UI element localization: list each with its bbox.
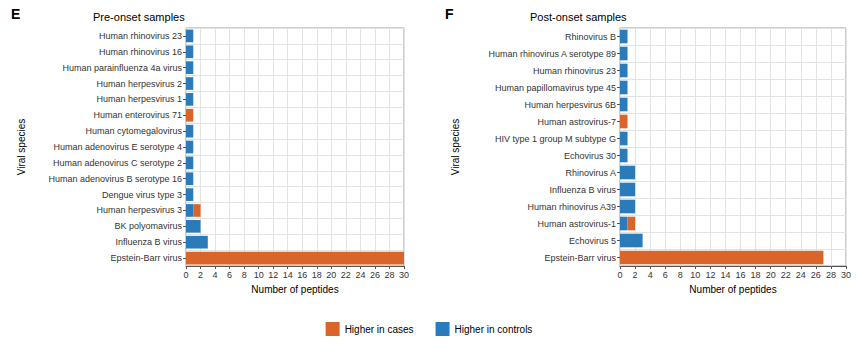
- svg-text:12: 12: [705, 270, 715, 280]
- svg-text:24: 24: [355, 270, 365, 280]
- svg-text:16: 16: [297, 270, 307, 280]
- svg-text:8: 8: [678, 270, 683, 280]
- svg-text:8: 8: [242, 270, 247, 280]
- svg-text:28: 28: [826, 270, 836, 280]
- svg-text:2: 2: [198, 270, 203, 280]
- svg-text:Human herpesvirus 6B: Human herpesvirus 6B: [524, 100, 616, 110]
- svg-text:0: 0: [183, 270, 188, 280]
- svg-text:Number of peptides: Number of peptides: [689, 284, 776, 295]
- svg-text:Post-onset samples: Post-onset samples: [530, 11, 627, 23]
- svg-text:E: E: [11, 6, 20, 22]
- svg-text:30: 30: [399, 270, 409, 280]
- svg-text:Human herpesvirus 2: Human herpesvirus 2: [96, 79, 182, 89]
- svg-text:2: 2: [633, 270, 638, 280]
- svg-text:Human adenovirus C serotype 2: Human adenovirus C serotype 2: [53, 158, 182, 168]
- svg-text:10: 10: [690, 270, 700, 280]
- svg-text:12: 12: [268, 270, 278, 280]
- svg-text:4: 4: [213, 270, 218, 280]
- svg-text:Human enterovirus 71: Human enterovirus 71: [93, 110, 182, 120]
- svg-text:28: 28: [384, 270, 394, 280]
- svg-text:14: 14: [283, 270, 293, 280]
- svg-text:0: 0: [617, 270, 622, 280]
- svg-text:6: 6: [227, 270, 232, 280]
- svg-text:Human cytomegalovirus: Human cytomegalovirus: [85, 126, 182, 136]
- svg-text:18: 18: [751, 270, 761, 280]
- svg-text:F: F: [445, 6, 454, 22]
- svg-text:22: 22: [341, 270, 351, 280]
- svg-text:14: 14: [720, 270, 730, 280]
- svg-text:Epstein-Barr virus: Epstein-Barr virus: [110, 253, 182, 263]
- svg-text:20: 20: [326, 270, 336, 280]
- svg-text:Human parainfluenza 4a virus: Human parainfluenza 4a virus: [62, 63, 182, 73]
- svg-text:Human papillomavirus type 45: Human papillomavirus type 45: [495, 83, 616, 93]
- svg-text:Human rhinovirus 23: Human rhinovirus 23: [533, 66, 616, 76]
- svg-text:Human astrovirus-7: Human astrovirus-7: [537, 117, 616, 127]
- svg-text:Human adenovirus B serotype 16: Human adenovirus B serotype 16: [48, 174, 182, 184]
- svg-text:Pre-onset samples: Pre-onset samples: [93, 11, 185, 23]
- svg-text:Human herpesvirus 1: Human herpesvirus 1: [96, 94, 182, 104]
- svg-text:Epstein-Barr virus: Epstein-Barr virus: [544, 253, 616, 263]
- svg-text:30: 30: [841, 270, 851, 280]
- svg-text:6: 6: [663, 270, 668, 280]
- svg-text:Higher in cases: Higher in cases: [345, 324, 414, 335]
- svg-text:Influenza B virus: Influenza B virus: [115, 237, 182, 247]
- svg-text:BK polyomavirus: BK polyomavirus: [114, 221, 182, 231]
- svg-text:20: 20: [766, 270, 776, 280]
- svg-text:26: 26: [811, 270, 821, 280]
- svg-text:Higher in controls: Higher in controls: [455, 324, 533, 335]
- svg-text:Number of peptides: Number of peptides: [251, 284, 338, 295]
- svg-text:HIV type 1 group M subtype G: HIV type 1 group M subtype G: [495, 134, 616, 144]
- svg-text:Echovirus 30: Echovirus 30: [564, 151, 616, 161]
- svg-text:Human rhinovirus 16: Human rhinovirus 16: [99, 47, 182, 57]
- svg-text:Dengue virus type 3: Dengue virus type 3: [102, 190, 182, 200]
- svg-text:Human rhinovirus A serotype 89: Human rhinovirus A serotype 89: [488, 49, 616, 59]
- svg-text:Human rhinovirus A39: Human rhinovirus A39: [527, 202, 616, 212]
- svg-text:Viral species: Viral species: [450, 119, 461, 176]
- svg-text:Viral species: Viral species: [16, 119, 27, 176]
- svg-text:Human adenovirus E serotype 4: Human adenovirus E serotype 4: [53, 142, 182, 152]
- svg-text:Human astrovirus-1: Human astrovirus-1: [537, 219, 616, 229]
- svg-text:16: 16: [736, 270, 746, 280]
- svg-text:Rhinovirus A: Rhinovirus A: [565, 168, 616, 178]
- svg-text:24: 24: [796, 270, 806, 280]
- svg-text:18: 18: [312, 270, 322, 280]
- svg-text:26: 26: [370, 270, 380, 280]
- svg-text:4: 4: [648, 270, 653, 280]
- svg-text:Human herpesvirus 3: Human herpesvirus 3: [96, 205, 182, 215]
- svg-text:10: 10: [254, 270, 264, 280]
- svg-text:22: 22: [781, 270, 791, 280]
- svg-text:Human rhinovirus 23: Human rhinovirus 23: [99, 31, 182, 41]
- svg-text:Rhinovirus B: Rhinovirus B: [565, 32, 616, 42]
- svg-text:Echovirus 5: Echovirus 5: [569, 236, 616, 246]
- svg-text:Influenza B virus: Influenza B virus: [549, 185, 616, 195]
